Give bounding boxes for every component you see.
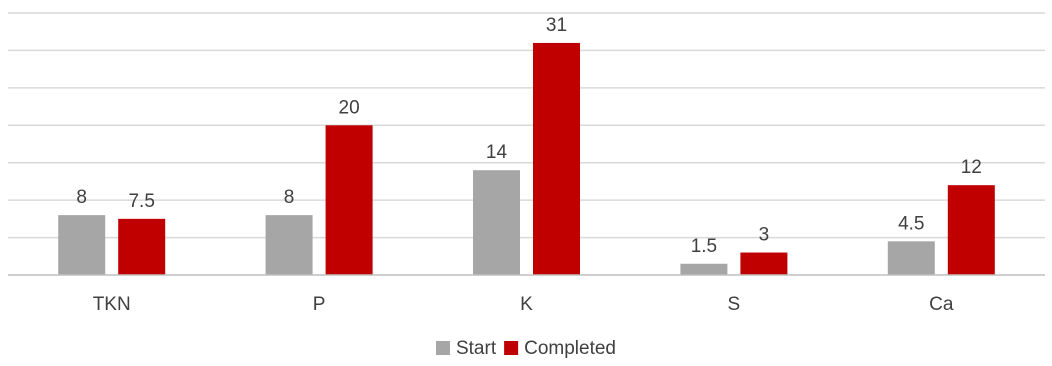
gridlines xyxy=(8,12,1045,239)
data-labels: 8 7.5 8 20 14 31 1.5 3 4.5 12 xyxy=(76,15,981,257)
legend-swatch-completed xyxy=(504,341,519,355)
data-label-completed-tkn: 7.5 xyxy=(128,191,154,212)
legend-label-start: Start xyxy=(456,338,497,359)
x-tick-label: TKN xyxy=(93,294,131,315)
data-label-start-ca: 4.5 xyxy=(898,213,924,234)
bar-start-k xyxy=(473,170,520,275)
bar-completed-k xyxy=(533,42,580,275)
data-label-completed-ca: 12 xyxy=(961,157,982,178)
bar-start-p xyxy=(265,215,313,275)
bar-start-tkn xyxy=(58,215,106,275)
bar-completed-tkn xyxy=(118,218,166,275)
data-label-completed-k: 31 xyxy=(546,15,567,36)
bar-start-ca xyxy=(887,241,935,275)
data-label-completed-s: 3 xyxy=(759,225,770,246)
legend-swatch-start xyxy=(435,341,450,355)
x-tick-label: S xyxy=(728,294,741,315)
bar-completed-p xyxy=(325,125,373,276)
x-tick-label: K xyxy=(520,294,533,315)
data-label-start-s: 1.5 xyxy=(691,236,717,257)
x-tick-label: Ca xyxy=(929,294,954,315)
data-label-start-p: 8 xyxy=(284,187,295,208)
x-axis: TKN P K S Ca xyxy=(8,274,1045,315)
legend-label-completed: Completed xyxy=(524,338,616,359)
data-label-start-tkn: 8 xyxy=(76,187,87,208)
data-label-start-k: 14 xyxy=(486,142,508,163)
bars xyxy=(58,42,995,276)
bar-start-s xyxy=(680,263,728,275)
bar-completed-ca xyxy=(947,185,995,275)
x-tick-label: P xyxy=(313,294,326,315)
data-label-completed-p: 20 xyxy=(339,97,360,118)
legend: Start Completed xyxy=(435,338,616,359)
bar-completed-s xyxy=(740,252,788,275)
